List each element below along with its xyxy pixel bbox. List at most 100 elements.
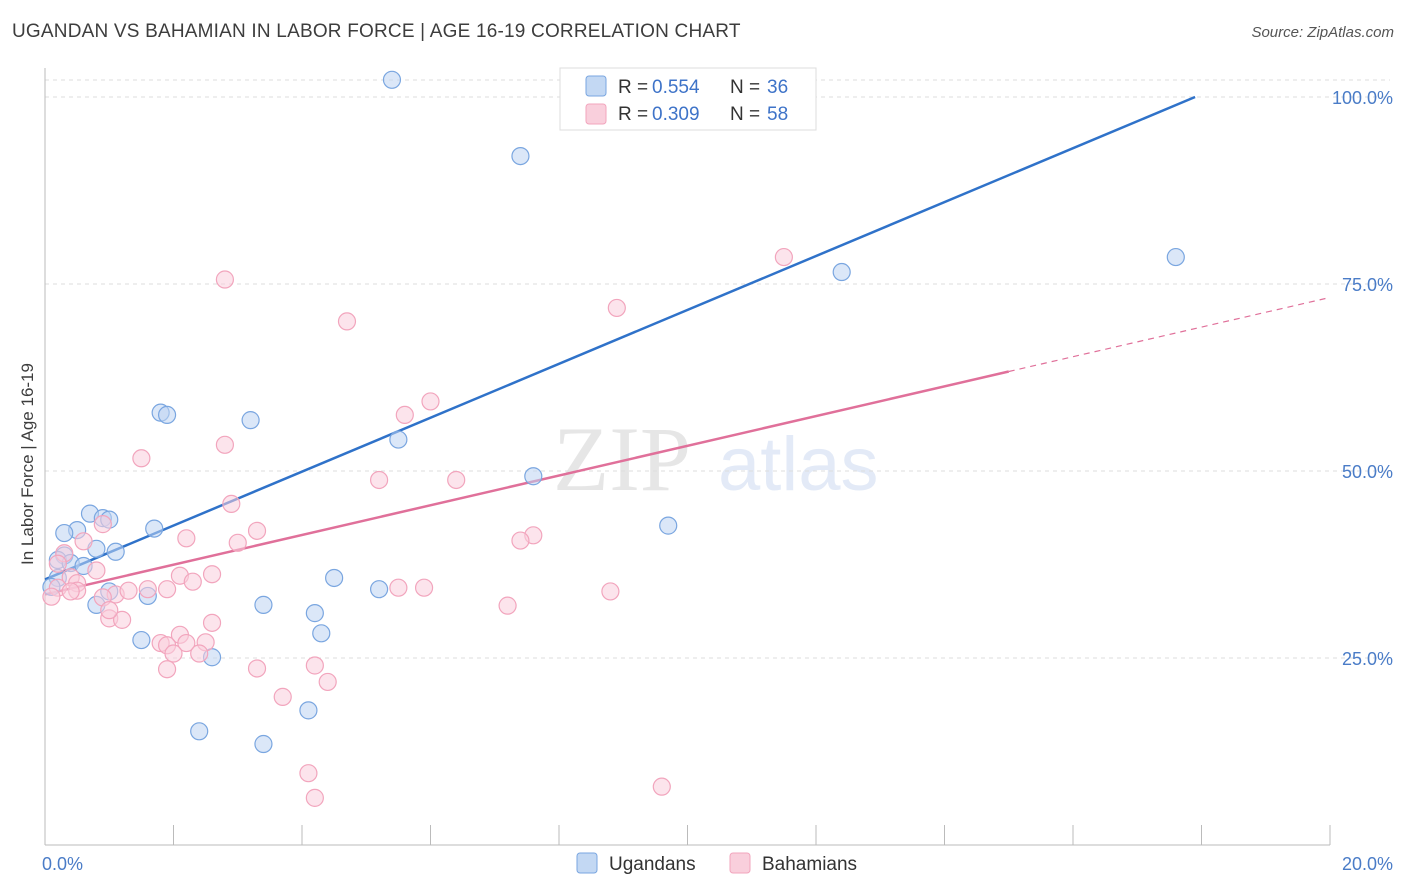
y-axis-label: In Labor Force | Age 16-19	[18, 363, 37, 565]
tick-labels: 25.0% 50.0% 75.0% 100.0% 0.0% 20.0%	[42, 88, 1393, 874]
point-bahamians-17	[74, 532, 93, 551]
source-label: Source: ZipAtlas.com	[1251, 24, 1394, 41]
point-bahamians-50	[157, 660, 177, 679]
point-bahamians-37	[61, 582, 80, 601]
watermark-zip: ZIP	[553, 408, 691, 510]
point-bahamians-51	[247, 659, 267, 678]
x-tick-label-0: 0.0%	[42, 854, 83, 874]
point-bahamians-0	[774, 247, 793, 267]
point-bahamians-11	[93, 515, 112, 534]
bottom-legend-bahamians: Bahamians	[762, 854, 857, 875]
trendline-dashed-bahamians	[1008, 296, 1331, 373]
point-bahamians-35	[183, 572, 202, 591]
point-ugandans-29	[254, 595, 273, 614]
point-bahamians-10	[222, 494, 241, 514]
point-bahamians-25	[389, 578, 408, 597]
watermark-atlas: atlas	[718, 422, 879, 507]
point-bahamians-53	[318, 672, 337, 692]
point-ugandans-0	[382, 70, 402, 89]
gridlines	[45, 79, 1390, 659]
legend-r-label-2: R =	[618, 104, 648, 125]
point-bahamians-55	[299, 764, 318, 783]
y-tick-label-1: 50.0%	[1342, 462, 1393, 482]
point-bahamians-1	[215, 270, 234, 289]
bottom-legend-swatch-bahamians	[729, 852, 751, 874]
point-bahamians-56	[305, 788, 324, 807]
trendline-bahamians	[44, 370, 1010, 596]
point-ugandans-7	[241, 411, 260, 430]
legend-n-value-1: 36	[767, 77, 788, 98]
point-bahamians-7	[132, 449, 151, 468]
point-bahamians-15	[177, 529, 196, 548]
point-ugandans-34	[312, 624, 331, 643]
legend-r-value-1: 0.554	[652, 77, 700, 98]
legend-swatch-bahamians	[585, 103, 607, 125]
legend-top: R = 0.554 N = 36 R = 0.309 N = 58	[559, 67, 817, 131]
point-bahamians-6	[215, 435, 234, 454]
legend-bottom: Ugandans Bahamians	[576, 852, 857, 875]
point-bahamians-45	[177, 633, 196, 653]
point-ugandans-16	[145, 519, 164, 538]
point-ugandans-35	[190, 722, 209, 741]
point-ugandans-3	[832, 262, 851, 282]
bottom-legend-swatch-ugandans	[576, 852, 598, 874]
point-bahamians-40	[112, 610, 132, 629]
y-tick-label-2: 75.0%	[1342, 275, 1393, 295]
point-ugandans-36	[254, 734, 273, 754]
point-bahamians-49	[190, 644, 209, 663]
data-points	[42, 70, 1185, 807]
point-bahamians-4	[421, 392, 440, 411]
point-bahamians-32	[119, 581, 138, 600]
point-bahamians-52	[305, 656, 324, 675]
point-bahamians-22	[87, 561, 106, 580]
point-ugandans-8	[389, 430, 408, 449]
legend-r-label-1: R =	[618, 77, 648, 98]
point-bahamians-24	[202, 565, 222, 584]
point-bahamians-16	[228, 533, 247, 552]
point-bahamians-36	[42, 587, 61, 606]
point-ugandans-30	[305, 604, 324, 623]
point-bahamians-14	[511, 531, 530, 550]
point-bahamians-33	[138, 580, 157, 599]
point-bahamians-3	[337, 312, 357, 331]
point-ugandans-6	[157, 405, 177, 424]
point-bahamians-54	[273, 687, 292, 706]
point-bahamians-9	[447, 470, 466, 490]
y-tick-label-0: 25.0%	[1342, 649, 1393, 669]
legend-swatch-ugandans	[585, 75, 607, 97]
legend-r-value-2: 0.309	[652, 104, 700, 125]
point-bahamians-43	[202, 613, 222, 632]
trend-lines	[44, 95, 1331, 596]
point-bahamians-19	[48, 554, 67, 573]
legend-n-label-2: N =	[730, 104, 760, 125]
point-bahamians-41	[100, 601, 119, 620]
y-tick-label-3: 100.0%	[1332, 88, 1393, 108]
point-ugandans-2	[511, 146, 530, 166]
x-tick-label-1: 20.0%	[1342, 854, 1393, 874]
axes	[44, 68, 1331, 846]
legend-n-label-1: N =	[730, 77, 760, 98]
point-ugandans-10	[659, 516, 678, 535]
point-bahamians-48	[164, 644, 183, 663]
point-ugandans-28	[370, 580, 389, 599]
point-ugandans-15	[55, 523, 74, 543]
watermark: ZIP atlas	[553, 408, 879, 510]
point-bahamians-26	[414, 578, 434, 597]
point-ugandans-4	[1166, 247, 1185, 267]
legend-n-value-2: 58	[767, 104, 788, 125]
point-bahamians-57	[652, 777, 671, 796]
point-bahamians-12	[247, 521, 267, 540]
point-bahamians-2	[607, 298, 626, 318]
bottom-legend-ugandans: Ugandans	[609, 854, 696, 875]
point-bahamians-34	[157, 580, 177, 599]
point-bahamians-27	[498, 596, 517, 615]
point-bahamians-8	[370, 470, 389, 490]
point-ugandans-27	[325, 568, 344, 588]
point-ugandans-18	[106, 542, 125, 561]
point-ugandans-32	[132, 630, 151, 650]
point-bahamians-28	[601, 582, 620, 601]
chart-title: UGANDAN VS BAHAMIAN IN LABOR FORCE | AGE…	[12, 21, 741, 42]
point-ugandans-9	[524, 467, 543, 486]
point-bahamians-5	[395, 405, 414, 424]
